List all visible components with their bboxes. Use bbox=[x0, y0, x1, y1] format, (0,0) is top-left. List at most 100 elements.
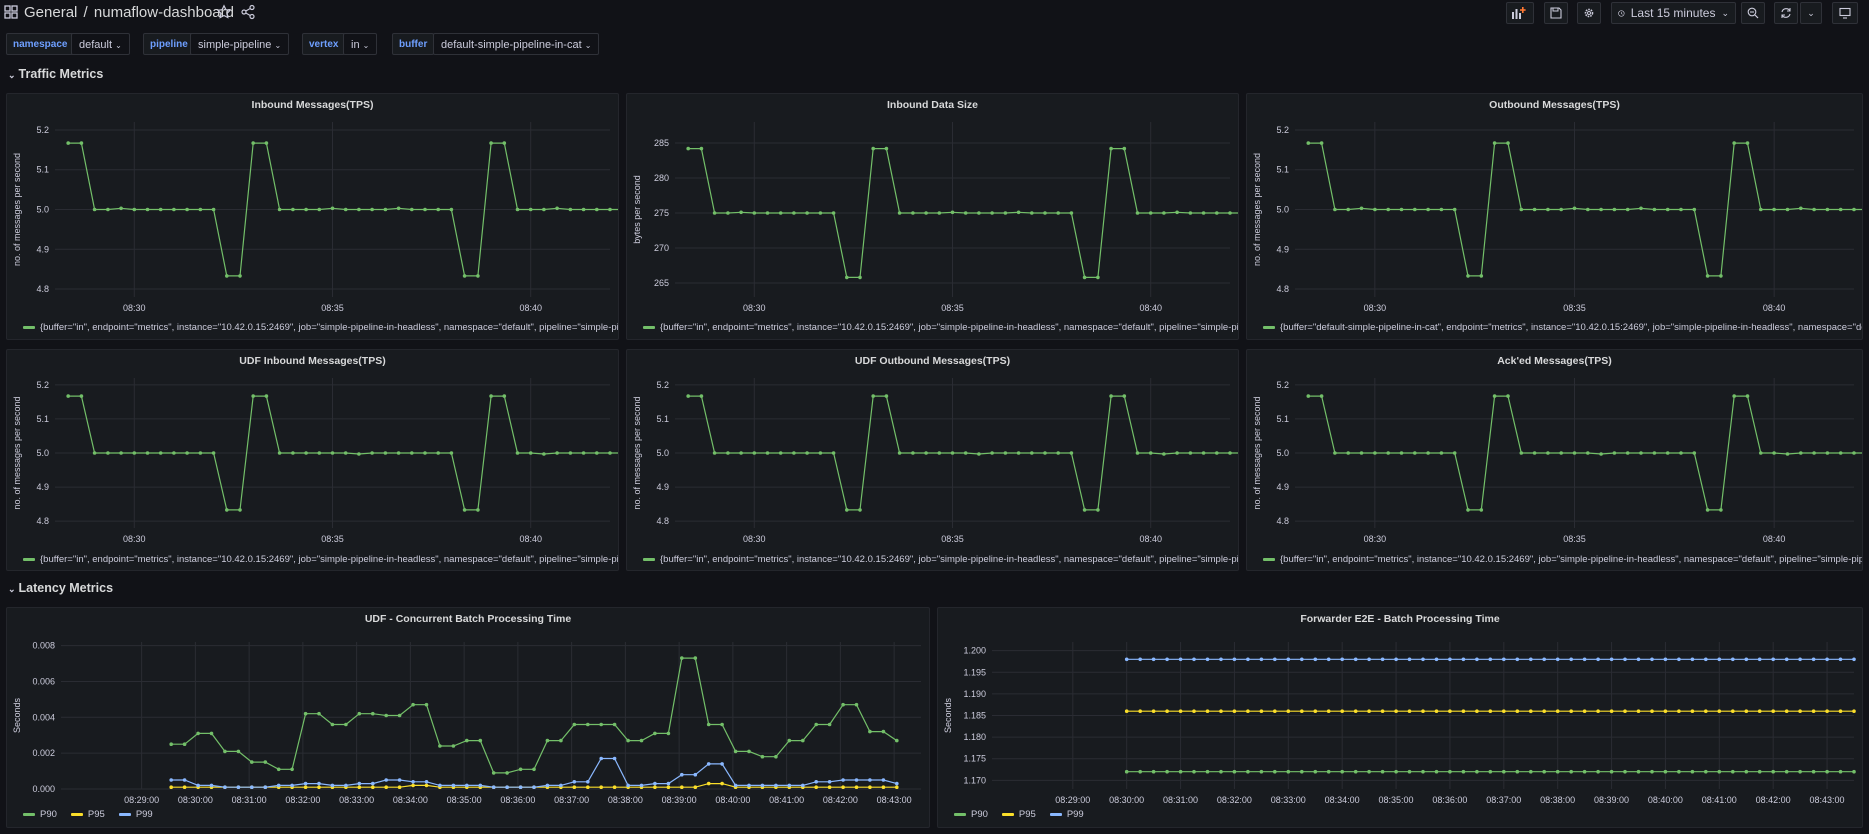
data-point bbox=[924, 451, 928, 455]
dashboard-title[interactable]: numaflow-dashboard bbox=[93, 4, 234, 21]
variable-select-buffer[interactable]: default-simple-pipeline-in-cat ⌄ bbox=[433, 33, 600, 55]
view-mode-button[interactable] bbox=[1832, 2, 1858, 24]
data-point bbox=[424, 780, 429, 784]
x-tick-label: 08:40 bbox=[519, 303, 542, 313]
x-tick-label: 08:40:00 bbox=[715, 795, 750, 805]
legend-label: P99 bbox=[1066, 809, 1084, 820]
refresh-button[interactable] bbox=[1774, 2, 1798, 24]
data-point bbox=[1439, 207, 1444, 212]
x-tick-label: 08:30 bbox=[743, 303, 766, 313]
data-point bbox=[712, 451, 717, 455]
zoom-out-button[interactable] bbox=[1741, 2, 1765, 24]
data-point bbox=[1016, 210, 1021, 215]
legend-item[interactable]: P90 bbox=[954, 809, 988, 820]
data-point bbox=[1030, 451, 1034, 455]
data-point bbox=[462, 274, 467, 278]
data-point bbox=[911, 211, 915, 215]
y-tick-label: 270 bbox=[654, 243, 669, 253]
data-point bbox=[1636, 657, 1641, 662]
data-point bbox=[1215, 451, 1219, 455]
chevron-down-icon: ⌄ bbox=[8, 70, 16, 80]
y-axis-label: no. of messages per second bbox=[1252, 396, 1262, 509]
save-dashboard-button[interactable] bbox=[1544, 2, 1568, 24]
data-point bbox=[1852, 451, 1856, 455]
panel-udf-inbound-messages[interactable]: UDF Inbound Messages(TPS) 4.8 4.9 5.0 5.1 5.… bbox=[6, 349, 619, 571]
legend-item[interactable]: P99 bbox=[1049, 809, 1084, 820]
variable-label-buffer: buffer bbox=[392, 33, 435, 55]
panel-udf-outbound-messages[interactable]: UDF Outbound Messages(TPS) 4.8 4.9 5.0 5.1 5… bbox=[626, 349, 1239, 571]
data-point bbox=[1353, 709, 1358, 713]
data-point bbox=[344, 722, 348, 727]
y-tick-label: 4.9 bbox=[1276, 244, 1289, 254]
data-point bbox=[827, 785, 832, 789]
legend-item[interactable]: {buffer="in", endpoint="metrics", instan… bbox=[23, 322, 618, 333]
data-point bbox=[465, 738, 469, 743]
panel-inbound-data-size[interactable]: Inbound Data Size 265 270 275 280 285 08:30 08… bbox=[626, 93, 1239, 340]
dashboard-settings-button[interactable] bbox=[1577, 2, 1601, 24]
time-range-picker[interactable]: Last 15 minutes ⌄ bbox=[1611, 2, 1736, 24]
legend-item[interactable]: {buffer="in", endpoint="metrics", instan… bbox=[643, 554, 1238, 565]
legend-item[interactable]: {buffer="default-simple-pipeline-in-cat"… bbox=[1263, 322, 1862, 333]
data-point bbox=[438, 783, 442, 788]
data-point bbox=[1313, 657, 1318, 662]
data-point bbox=[1162, 211, 1166, 215]
row-latency-metrics[interactable]: ⌄ Latency Metrics bbox=[8, 581, 113, 595]
data-point bbox=[680, 772, 684, 777]
row-traffic-metrics[interactable]: ⌄ Traffic Metrics bbox=[8, 67, 103, 81]
data-point bbox=[1201, 451, 1206, 455]
apps-grid-icon[interactable] bbox=[4, 5, 18, 19]
data-point bbox=[977, 452, 981, 456]
breadcrumb-folder[interactable]: General bbox=[24, 4, 78, 21]
data-point bbox=[1306, 141, 1311, 145]
data-point bbox=[449, 207, 454, 212]
series-line bbox=[171, 657, 898, 774]
x-tick-label: 08:34:00 bbox=[393, 795, 428, 805]
data-point bbox=[291, 207, 295, 212]
panel-udf-batch-processing-time[interactable]: UDF - Concurrent Batch Processing Time 0… bbox=[6, 607, 930, 828]
data-point bbox=[79, 141, 84, 145]
variable-select-vertex[interactable]: in ⌄ bbox=[343, 33, 378, 55]
data-point bbox=[1515, 657, 1520, 662]
x-tick-label: 08:30:00 bbox=[178, 795, 213, 805]
panel-acked-messages[interactable]: Ack'ed Messages(TPS) 4.8 4.9 5.0 5.1 5.2 08:3… bbox=[1246, 349, 1863, 571]
data-point bbox=[1731, 657, 1735, 662]
data-point bbox=[449, 451, 454, 455]
legend-item[interactable]: {buffer="in", endpoint="metrics", instan… bbox=[23, 554, 618, 565]
data-point bbox=[1192, 709, 1196, 713]
panel-forwarder-e2e-batch-time[interactable]: Forwarder E2E - Batch Processing Time 1.… bbox=[937, 607, 1863, 828]
data-point bbox=[1096, 508, 1100, 512]
panel-title: Inbound Messages(TPS) bbox=[251, 99, 374, 111]
data-point bbox=[924, 211, 928, 215]
data-point bbox=[1475, 769, 1479, 774]
star-icon[interactable] bbox=[216, 4, 232, 20]
panel-inbound-messages[interactable]: Inbound Messages(TPS) 4.8 4.9 5.0 5.1 5.2 08:… bbox=[6, 93, 619, 340]
legend-item[interactable]: P95 bbox=[70, 809, 105, 820]
data-point bbox=[854, 785, 859, 789]
share-icon[interactable] bbox=[240, 4, 256, 20]
refresh-interval-dropdown[interactable]: ⌄ bbox=[1800, 2, 1822, 24]
variable-value: default-simple-pipeline-in-cat bbox=[441, 39, 582, 51]
legend-item[interactable]: P99 bbox=[118, 809, 153, 820]
data-point bbox=[1259, 657, 1264, 662]
data-point bbox=[778, 451, 783, 455]
legend-item[interactable]: P90 bbox=[23, 809, 57, 820]
data-point bbox=[1785, 452, 1790, 456]
legend-item[interactable]: {buffer="in", endpoint="metrics", instan… bbox=[643, 322, 1238, 333]
y-tick-label: 265 bbox=[654, 278, 669, 288]
data-point bbox=[1340, 709, 1344, 713]
data-point bbox=[1394, 709, 1398, 713]
data-point bbox=[1771, 709, 1775, 713]
legend-item[interactable]: P95 bbox=[1001, 809, 1036, 820]
y-axis-label: no. of messages per second bbox=[1252, 153, 1262, 266]
panel-outbound-messages[interactable]: Outbound Messages(TPS) 4.8 4.9 5.0 5.1 5.2 08… bbox=[1246, 93, 1863, 340]
variable-select-namespace[interactable]: default ⌄ bbox=[71, 33, 130, 55]
legend-item[interactable]: {buffer="in", endpoint="metrics", instan… bbox=[1263, 554, 1862, 565]
y-tick-label: 1.175 bbox=[963, 754, 986, 764]
data-point bbox=[384, 778, 389, 782]
data-point bbox=[92, 207, 97, 212]
add-panel-button[interactable] bbox=[1506, 2, 1534, 24]
variable-select-pipeline[interactable]: simple-pipeline ⌄ bbox=[190, 33, 290, 55]
data-point bbox=[290, 767, 294, 772]
legend: P90 P95 P99 bbox=[954, 809, 1084, 820]
data-point bbox=[1215, 211, 1219, 215]
